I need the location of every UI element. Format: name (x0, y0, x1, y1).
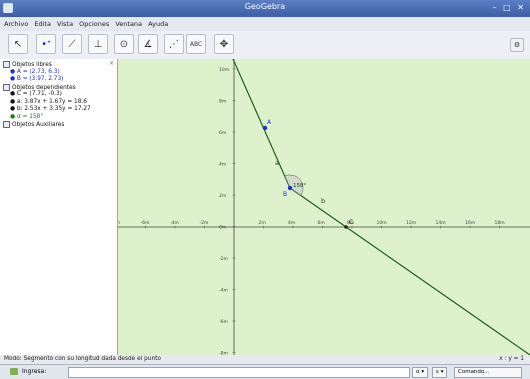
text-tool-button[interactable]: ABC (186, 34, 206, 54)
x-tick-label: 8m (347, 220, 354, 226)
x-axis-ticks: -12m-10m-8m-6m-4m-2m2m4m6m8m10m12m14m16m… (118, 220, 505, 229)
folder-icon (3, 83, 10, 91)
cursor-arrow-icon: ↖ (13, 38, 23, 50)
y-tick-label: -8m (219, 351, 228, 356)
app-icon (3, 3, 13, 13)
symbol-dropdown-1[interactable]: α ▾ (412, 367, 429, 378)
move-view-icon: ✥ (219, 38, 229, 50)
segment-a[interactable] (232, 59, 291, 189)
graphics-canvas[interactable]: -12m-10m-8m-6m-4m-2m2m4m6m8m10m12m14m16m… (118, 59, 530, 355)
algebra-item-C[interactable]: ● C = (7.71, -0.3) (10, 91, 62, 97)
menu-ventana[interactable]: Ventana (115, 20, 143, 28)
window-controls[interactable]: – □ ✕ (492, 3, 526, 12)
point-B[interactable] (287, 185, 293, 191)
algebra-item-b[interactable]: ● b: 2.53x + 3.35y = 17.27 (10, 106, 91, 112)
algebra-view: × Objetos libres ● A = (2.73, 6.3) ● B =… (0, 59, 118, 355)
folder-icon (3, 121, 10, 128)
input-bar: Ingresa: α ▾ ε ▾ Comando... (0, 364, 530, 379)
menu-ayuda[interactable]: Ayuda (148, 20, 169, 28)
x-tick-label: 10m (377, 220, 387, 226)
y-axis-ticks: 10m 8m 6m 4m 2m 0m -2m -4m -6m -8m (219, 67, 236, 355)
y-tick-label: 10m (219, 67, 229, 73)
graphics-view[interactable]: -12m-10m-8m-6m-4m-2m2m4m6m8m10m12m14m16m… (118, 59, 530, 355)
line-icon: ⟋ (68, 38, 76, 50)
perpendicular-tool-button[interactable]: ⊥ (88, 34, 108, 54)
status-mode-text: Modo: Segmento con su longitud dada desd… (4, 356, 161, 362)
algebra-item-A[interactable]: ● A = (2.73, 6.3) (10, 68, 60, 75)
point-C[interactable] (344, 225, 348, 229)
algebra-item-alpha[interactable]: ● α = 158° (10, 113, 44, 120)
window-title: GeoGebra (244, 2, 286, 11)
menu-archivo[interactable]: Archivo (4, 20, 29, 28)
settings-button[interactable]: ⚙ (510, 38, 524, 52)
command-dropdown[interactable]: Comando... (454, 367, 522, 378)
angle-alpha-label: 158° (293, 183, 306, 189)
point-A-label: A (267, 119, 272, 126)
x-tick-label: 16m (465, 220, 475, 226)
perpendicular-icon: ⊥ (93, 38, 103, 50)
x-tick-label: 6m (318, 220, 325, 226)
dependent-objects-header[interactable]: Objetos dependientes (3, 83, 91, 92)
y-tick-label: 4m (219, 162, 226, 168)
x-tick-label: 12m (406, 220, 416, 226)
y-tick-label: -6m (219, 319, 228, 325)
x-tick-label: -8m (118, 220, 120, 226)
move-tool-button[interactable]: ↖ (8, 34, 28, 54)
x-tick-label: 4m (288, 220, 295, 226)
input-field[interactable] (68, 367, 410, 378)
y-tick-label: 6m (219, 130, 226, 136)
x-tick-label: -4m (170, 220, 179, 226)
point-icon: •ᐩ (41, 38, 51, 50)
symbol-dropdown-2[interactable]: ε ▾ (432, 367, 448, 378)
segment-b[interactable] (289, 187, 530, 355)
segment-a-label: a (275, 159, 279, 167)
x-tick-label: 14m (436, 220, 446, 226)
menu-bar: Archivo Edita Vista Opciones Ventana Ayu… (0, 17, 530, 31)
reflect-icon: ⋰ (169, 38, 179, 50)
close-icon[interactable]: × (108, 60, 114, 67)
move-view-tool-button[interactable]: ✥ (214, 34, 234, 54)
input-label: Ingresa: (22, 368, 47, 375)
point-C-label: C (349, 219, 353, 226)
menu-vista[interactable]: Vista (57, 20, 74, 28)
status-bar: Modo: Segmento con su longitud dada desd… (0, 355, 530, 364)
menu-opciones[interactable]: Opciones (79, 20, 110, 28)
y-tick-label: 0m (219, 225, 226, 231)
free-objects-header[interactable]: Objetos libres (3, 61, 91, 69)
circle-icon: ⊙ (119, 38, 129, 50)
angle-alpha-arc[interactable] (284, 174, 304, 196)
point-tool-button[interactable]: •ᐩ (36, 34, 56, 54)
circle-tool-button[interactable]: ⊙ (114, 34, 134, 54)
algebra-item-a[interactable]: ● a: 3.87x + 1.67y = 18.6 (10, 98, 87, 105)
y-tick-label: 2m (219, 193, 226, 199)
x-tick-label: 18m (495, 220, 505, 226)
point-A[interactable] (262, 125, 268, 131)
y-tick-label: 8m (219, 99, 226, 105)
angle-icon: ∡ (143, 38, 153, 50)
x-tick-label: -2m (200, 220, 209, 226)
y-tick-label: -4m (219, 288, 228, 294)
line-tool-button[interactable]: ⟋ (62, 34, 82, 54)
auxiliary-objects-header[interactable]: Objetos Auxiliares (3, 121, 91, 129)
status-coords: x : y = 1 (499, 356, 524, 362)
menu-edita[interactable]: Edita (34, 20, 51, 28)
folder-icon (3, 61, 10, 68)
angle-tool-button[interactable]: ∡ (138, 34, 158, 54)
text-tool-label: ABC (189, 40, 203, 48)
x-tick-label: -6m (141, 220, 150, 226)
reflect-tool-button[interactable]: ⋰ (164, 34, 184, 54)
segment-b-label: b (321, 197, 325, 205)
point-B-label: B (283, 191, 287, 198)
input-help-icon[interactable] (10, 368, 18, 375)
x-tick-label: 2m (259, 220, 266, 226)
y-tick-label: -2m (219, 256, 228, 262)
settings-icon: ⚙ (513, 41, 521, 49)
title-bar: GeoGebra – □ ✕ (0, 0, 530, 17)
toolbar: ↖ •ᐩ ⟋ ⊥ ⊙ ∡ ⋰ ABC ✥ ⚙ (0, 31, 530, 60)
algebra-item-B[interactable]: ● B = (3.97, 2.73) (10, 76, 64, 82)
